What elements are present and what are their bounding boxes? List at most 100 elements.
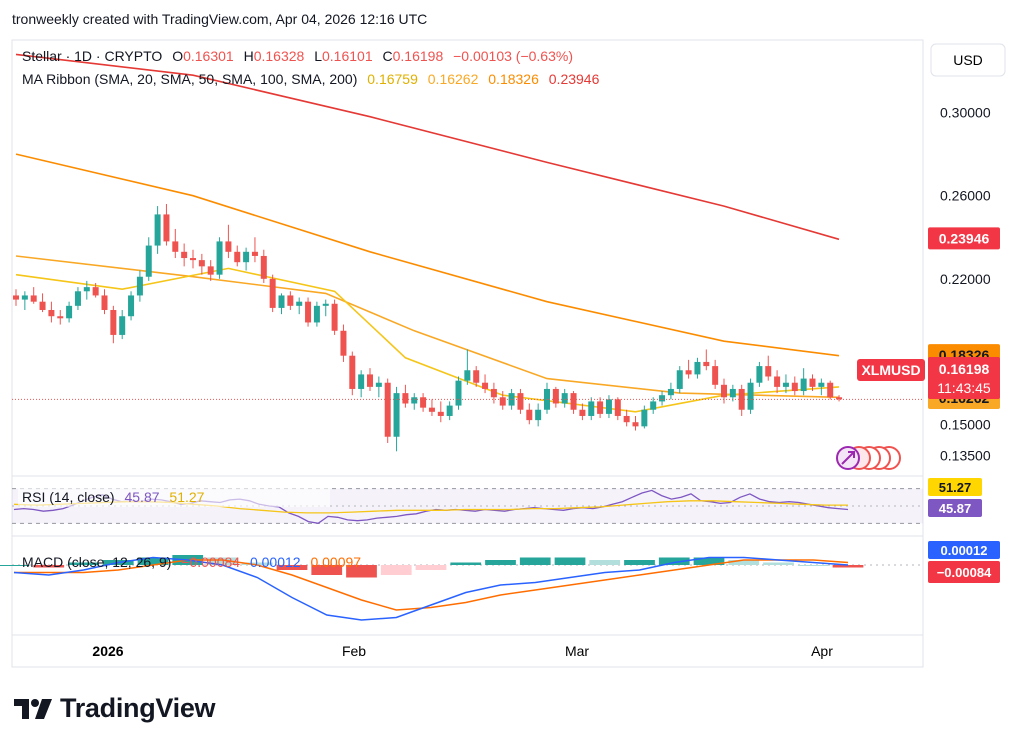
legend-low-label: L xyxy=(314,48,322,64)
candle-body xyxy=(313,305,320,323)
candle-body xyxy=(269,278,276,308)
tradingview-logo: TradingView xyxy=(14,693,216,724)
candle-body xyxy=(605,399,612,414)
currency-button[interactable] xyxy=(930,43,1006,77)
candle-body xyxy=(535,409,542,421)
candle-body xyxy=(375,382,382,387)
legend-open-label: O xyxy=(172,48,183,64)
candle-body xyxy=(765,366,772,377)
candle-body xyxy=(818,382,825,387)
signal-value: 0.00097 xyxy=(310,554,361,570)
legend-high-value: 0.16328 xyxy=(254,48,305,64)
candle-body xyxy=(198,260,205,267)
symbol-tag-text: XLMUSD xyxy=(861,362,920,378)
legend-symbol: Stellar · 1D · CRYPTO xyxy=(22,48,162,64)
candle-body xyxy=(57,316,64,319)
candle-body xyxy=(367,374,373,387)
ma-ribbon-label: MA Ribbon (SMA, 20, SMA, 50, SMA, 100, S… xyxy=(22,71,357,87)
legend-low-value: 0.16101 xyxy=(322,48,373,64)
sma20-line xyxy=(15,267,840,413)
candle-body xyxy=(836,397,843,400)
price-tick-label: 0.30000 xyxy=(940,105,991,121)
macd-histogram-bar xyxy=(276,565,308,570)
candle-body xyxy=(508,393,515,406)
candle-body xyxy=(172,241,179,252)
x-label-2026: 2026 xyxy=(92,643,123,659)
candle-body xyxy=(74,291,81,306)
candle-body xyxy=(411,397,418,404)
candle-body xyxy=(30,295,37,302)
candle-body xyxy=(756,366,763,383)
rsi-legend-bg xyxy=(18,487,330,507)
macd-histogram-bar xyxy=(554,557,586,565)
candle-body xyxy=(234,251,241,263)
candle-body xyxy=(260,255,267,279)
legend-close-value: 0.16198 xyxy=(393,48,444,64)
countdown-text: 11:43:45 xyxy=(937,380,991,396)
candle-body xyxy=(694,361,701,375)
macd-histogram-bar xyxy=(68,562,99,565)
rsi-tag xyxy=(928,499,982,517)
candle-body xyxy=(650,401,657,410)
candle-body xyxy=(659,395,666,402)
candle-body xyxy=(278,295,285,308)
candle-body xyxy=(420,397,427,408)
candle-body xyxy=(428,407,435,412)
rsi-value: 45.87 xyxy=(124,489,159,505)
candle-body xyxy=(588,401,595,416)
candle-body xyxy=(800,378,807,392)
tradingview-logo-icon xyxy=(14,698,52,719)
candle-body xyxy=(296,301,303,306)
candle-body xyxy=(136,276,143,296)
price-tick-label: 0.26000 xyxy=(940,188,991,204)
legend-open-value: 0.16301 xyxy=(183,48,234,64)
candle-body xyxy=(92,287,99,296)
macd-histogram-bar xyxy=(797,565,829,566)
legend-row-2: MA Ribbon (SMA, 20, SMA, 50, SMA, 100, S… xyxy=(22,71,600,87)
candle-body xyxy=(66,305,73,319)
candle-body xyxy=(517,393,524,410)
rsi-label: RSI (14, close) xyxy=(22,489,115,505)
candle-body xyxy=(641,409,648,427)
macd-histogram-bar xyxy=(728,560,760,565)
candle-body xyxy=(561,393,568,404)
candle-body xyxy=(570,393,577,410)
candle-body xyxy=(207,266,214,275)
candle-body xyxy=(340,330,347,356)
candle-body xyxy=(703,361,710,367)
candle-body xyxy=(402,393,409,404)
candle-body xyxy=(110,309,117,335)
candle-body xyxy=(623,415,630,423)
sma100-line xyxy=(15,153,840,357)
tradingview-logo-text: TradingView xyxy=(60,693,216,723)
symbol-tag xyxy=(857,359,925,381)
candle-body xyxy=(251,251,258,256)
macd-hist-tag-text: −0.00084 xyxy=(937,565,992,580)
x-label-apr: Apr xyxy=(811,643,833,659)
candle-body xyxy=(243,251,250,263)
macd-hist-tag xyxy=(928,561,1000,583)
macd-histogram-bar xyxy=(693,557,725,565)
candle-body xyxy=(632,422,639,427)
macd-histogram-bar xyxy=(415,565,447,570)
candle-body xyxy=(21,295,28,300)
macd-lines xyxy=(13,556,849,621)
candle-body xyxy=(225,241,232,252)
macd-label: MACD (close, 12, 26, 9) xyxy=(22,554,171,570)
rsi-ma-tag xyxy=(928,478,982,496)
macd-legend: MACD (close, 12, 26, 9) −0.00084 0.00012… xyxy=(22,554,361,570)
candle-body xyxy=(490,388,497,398)
price-tick-label: 0.13500 xyxy=(940,447,991,463)
candle-body xyxy=(455,380,462,406)
macd-histogram-bar xyxy=(485,560,516,565)
candle-body xyxy=(712,366,719,385)
rsi-tag-text: 45.87 xyxy=(939,501,972,516)
candle-body xyxy=(774,376,781,387)
candle-body xyxy=(287,295,294,306)
candle-body xyxy=(128,295,135,317)
events-icon[interactable] xyxy=(836,446,901,470)
ma-price-tag xyxy=(928,227,1000,250)
candle-body xyxy=(393,393,400,437)
candle-body xyxy=(676,370,683,389)
